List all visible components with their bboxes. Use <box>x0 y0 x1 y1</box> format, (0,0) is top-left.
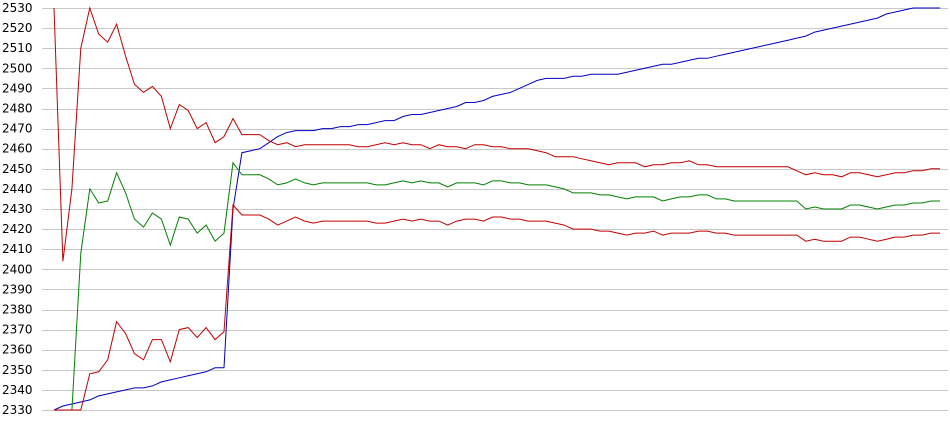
y-tick-label: 2340 <box>2 383 33 397</box>
y-axis-labels: 2330 2340 2350 2360 2370 2380 2390 2400 2410 2420… <box>2 1 33 417</box>
y-tick-label: 2330 <box>2 403 33 417</box>
y-tick-label: 2370 <box>2 323 33 337</box>
grid <box>42 8 948 411</box>
y-tick-label: 2390 <box>2 282 33 296</box>
y-tick-label: 2530 <box>2 1 33 15</box>
y-tick-label: 2480 <box>2 102 33 116</box>
y-tick-label: 2440 <box>2 182 33 196</box>
y-tick-label: 2460 <box>2 142 33 156</box>
y-tick-label: 2400 <box>2 262 33 276</box>
y-tick-label: 2360 <box>2 343 33 357</box>
y-tick-label: 2410 <box>2 242 33 256</box>
y-tick-label: 2380 <box>2 303 33 317</box>
y-tick-label: 2510 <box>2 41 33 55</box>
y-tick-label: 2470 <box>2 122 33 136</box>
series-line-3 <box>54 161 940 411</box>
series-lines <box>53 6 940 411</box>
y-tick-label: 2430 <box>2 202 33 216</box>
y-tick-label: 2350 <box>2 363 33 377</box>
series-line-4 <box>54 203 940 411</box>
series-line-1 <box>53 7 940 411</box>
y-tick-label: 2450 <box>2 162 33 176</box>
y-tick-label: 2490 <box>2 81 33 95</box>
y-tick-label: 2500 <box>2 61 33 75</box>
y-tick-label: 2520 <box>2 21 33 35</box>
series-line-2 <box>53 6 940 262</box>
y-tick-label: 2420 <box>2 222 33 236</box>
